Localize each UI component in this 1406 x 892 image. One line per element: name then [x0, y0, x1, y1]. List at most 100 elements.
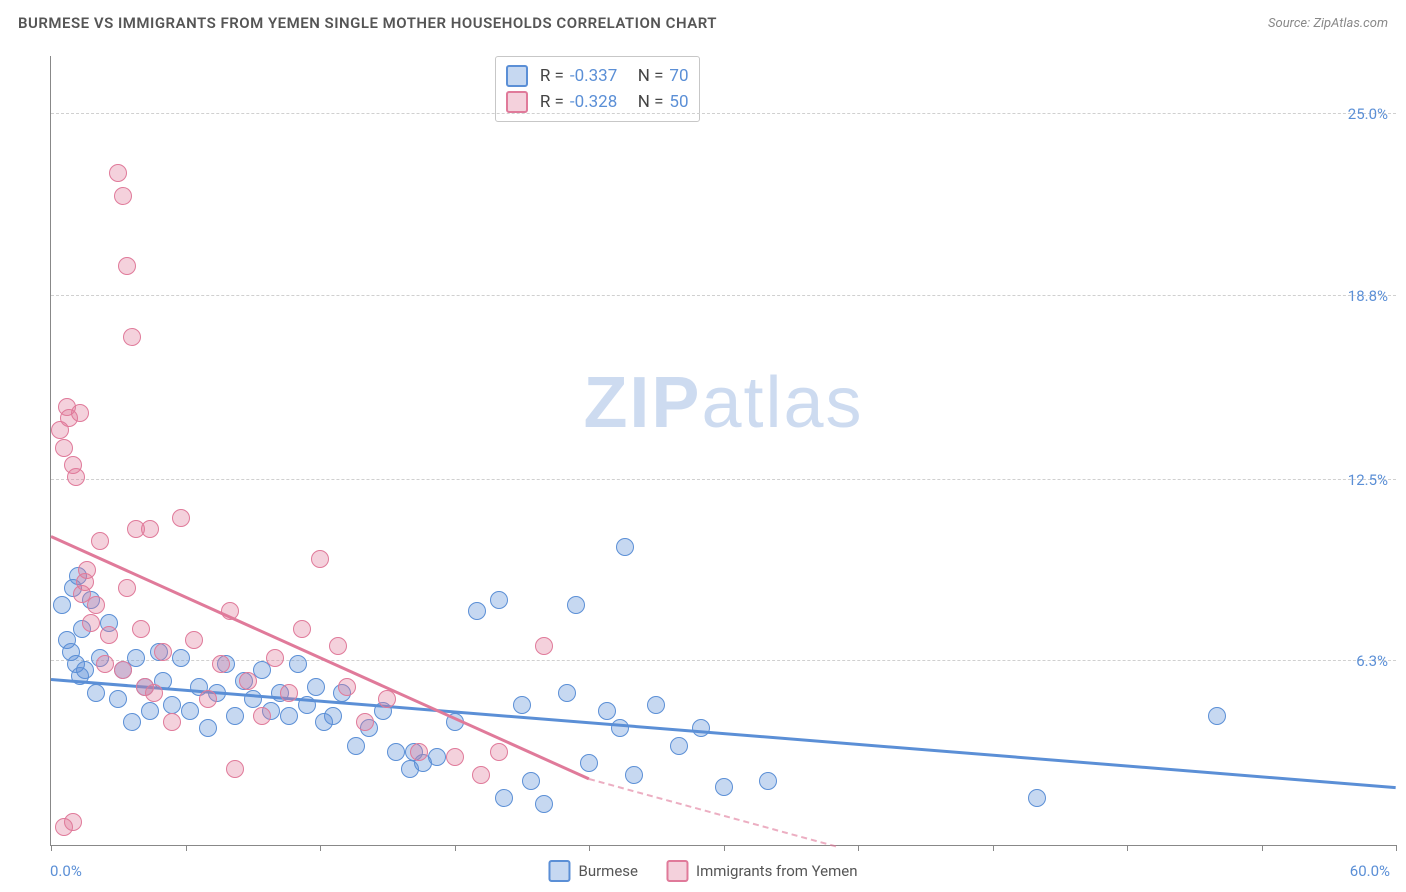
data-point-yemen [490, 743, 508, 761]
legend-item-1: Immigrants from Yemen [666, 860, 858, 882]
data-point-yemen [212, 655, 230, 673]
data-point-yemen [71, 404, 89, 422]
watermark-bold: ZIP [583, 363, 701, 443]
source-prefix: Source: [1268, 16, 1313, 31]
chart-title: BURMESE VS IMMIGRANTS FROM YEMEN SINGLE … [18, 14, 717, 32]
x-tick [1396, 845, 1397, 851]
data-point-yemen [67, 468, 85, 486]
plot-area: ZIPatlas R = -0.337 N = 70 R = -0.328 [50, 56, 1396, 846]
x-tick [724, 845, 725, 851]
y-tick-label: 18.8% [1348, 287, 1388, 305]
watermark-light: atlas [701, 363, 863, 443]
source-name: ZipAtlas.com [1313, 16, 1388, 31]
data-point-yemen [535, 637, 553, 655]
plot-area-outer: Single Mother Households ZIPatlas R = -0… [0, 46, 1406, 892]
x-tick [993, 845, 994, 851]
data-point-yemen [185, 631, 203, 649]
data-point-yemen [311, 550, 329, 568]
data-point-yemen [55, 818, 73, 836]
legend-swatch-1 [666, 860, 688, 882]
data-point-burmese [598, 702, 616, 720]
data-point-burmese [199, 719, 217, 737]
data-point-burmese [428, 748, 446, 766]
r-label: R = [540, 66, 564, 86]
data-point-burmese [289, 655, 307, 673]
data-point-yemen [472, 766, 490, 784]
data-point-burmese [141, 702, 159, 720]
gridline [51, 295, 1396, 296]
chart-header: BURMESE VS IMMIGRANTS FROM YEMEN SINGLE … [0, 0, 1406, 46]
x-tick [186, 845, 187, 851]
legend-label-1: Immigrants from Yemen [696, 862, 858, 880]
data-point-yemen [141, 520, 159, 538]
y-tick-label: 12.5% [1348, 471, 1388, 489]
data-point-burmese [123, 713, 141, 731]
gridline [51, 113, 1396, 114]
n-label: N = [638, 92, 664, 112]
data-point-yemen [356, 713, 374, 731]
x-tick [455, 845, 456, 851]
data-point-yemen [96, 655, 114, 673]
data-point-burmese [490, 591, 508, 609]
x-tick [858, 845, 859, 851]
watermark: ZIPatlas [583, 362, 863, 444]
data-point-burmese [715, 778, 733, 796]
data-point-yemen [446, 748, 464, 766]
corr-row-series-1: R = -0.328 N = 50 [506, 89, 689, 115]
data-point-burmese [759, 772, 777, 790]
data-point-burmese [647, 696, 665, 714]
series-legend: Burmese Immigrants from Yemen [548, 860, 857, 882]
data-point-yemen [114, 187, 132, 205]
data-point-burmese [172, 649, 190, 667]
data-point-yemen [226, 760, 244, 778]
data-point-yemen [199, 690, 217, 708]
data-point-yemen [82, 614, 100, 632]
data-point-burmese [324, 707, 342, 725]
r-label: R = [540, 92, 564, 112]
data-point-burmese [109, 690, 127, 708]
legend-swatch-0 [548, 860, 570, 882]
data-point-yemen [338, 678, 356, 696]
data-point-yemen [123, 328, 141, 346]
data-point-yemen [91, 532, 109, 550]
data-point-yemen [87, 596, 105, 614]
data-point-yemen [114, 661, 132, 679]
data-point-yemen [145, 684, 163, 702]
data-point-burmese [347, 737, 365, 755]
data-point-burmese [244, 690, 262, 708]
data-point-burmese [495, 789, 513, 807]
data-point-yemen [172, 509, 190, 527]
data-point-yemen [280, 684, 298, 702]
data-point-burmese [387, 743, 405, 761]
data-point-yemen [154, 643, 172, 661]
data-point-yemen [78, 561, 96, 579]
data-point-yemen [266, 649, 284, 667]
correlation-legend: R = -0.337 N = 70 R = -0.328 N = 50 [495, 56, 700, 122]
data-point-burmese [611, 719, 629, 737]
data-point-burmese [280, 707, 298, 725]
legend-item-0: Burmese [548, 860, 638, 882]
data-point-yemen [239, 672, 257, 690]
data-point-yemen [118, 579, 136, 597]
n-value-0: 70 [669, 66, 688, 86]
data-point-burmese [163, 696, 181, 714]
swatch-series-1 [506, 91, 528, 113]
data-point-yemen [109, 164, 127, 182]
r-value-1: -0.328 [570, 92, 617, 112]
data-point-burmese [468, 602, 486, 620]
data-point-yemen [253, 707, 271, 725]
data-point-burmese [53, 596, 71, 614]
x-axis-end-label: 60.0% [1350, 862, 1390, 880]
x-tick [51, 845, 52, 851]
data-point-yemen [55, 439, 73, 457]
data-point-burmese [307, 678, 325, 696]
data-point-yemen [100, 626, 118, 644]
x-tick [1262, 845, 1263, 851]
gridline [51, 479, 1396, 480]
gridline [51, 660, 1396, 661]
data-point-burmese [226, 707, 244, 725]
data-point-burmese [87, 684, 105, 702]
data-point-burmese [535, 795, 553, 813]
data-point-burmese [625, 766, 643, 784]
data-point-burmese [567, 596, 585, 614]
